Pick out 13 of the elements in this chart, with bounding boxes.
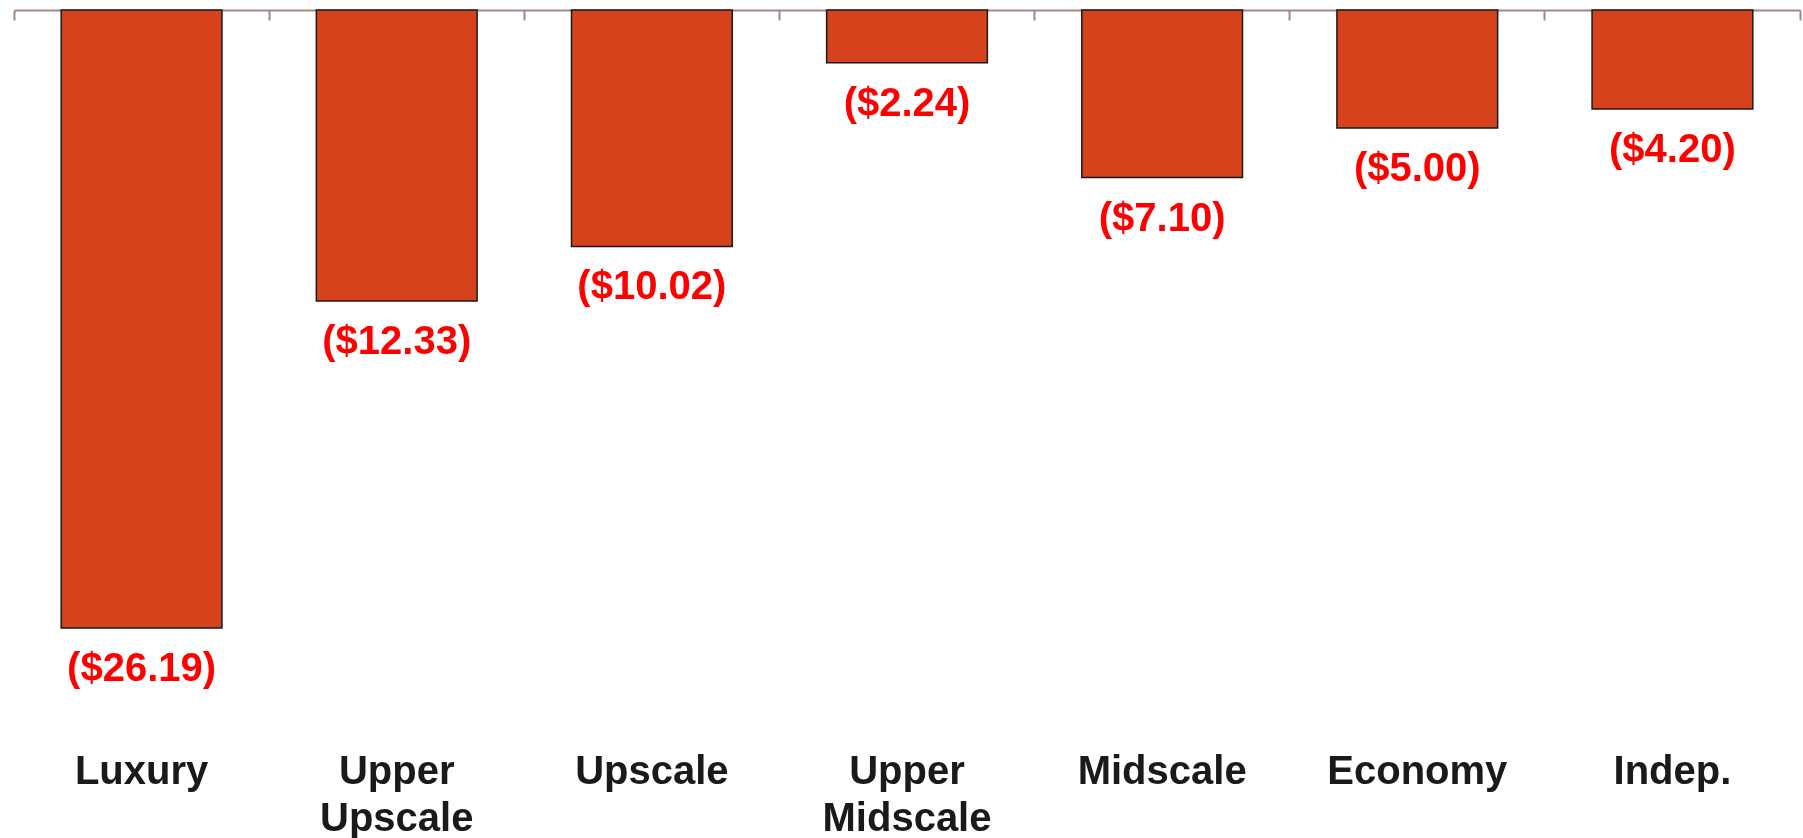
x-tick-label: Indep. [1613, 747, 1732, 792]
data-label: ($4.20) [1609, 126, 1736, 171]
x-tick-label: Luxury [74, 747, 210, 792]
x-tick-label: Economy [1327, 747, 1509, 792]
x-tick-label: Upscale [575, 747, 729, 792]
data-label: ($7.10) [1098, 194, 1226, 239]
data-label: ($26.19) [67, 645, 217, 689]
x-tick-label: Upper Midscale [822, 747, 992, 838]
data-label: ($12.33) [322, 317, 472, 362]
data-label: ($2.24) [843, 79, 971, 124]
data-label: ($5.00) [1353, 144, 1481, 189]
x-tick-label: Midscale [1077, 747, 1247, 792]
data-label: ($10.02) [577, 263, 727, 308]
